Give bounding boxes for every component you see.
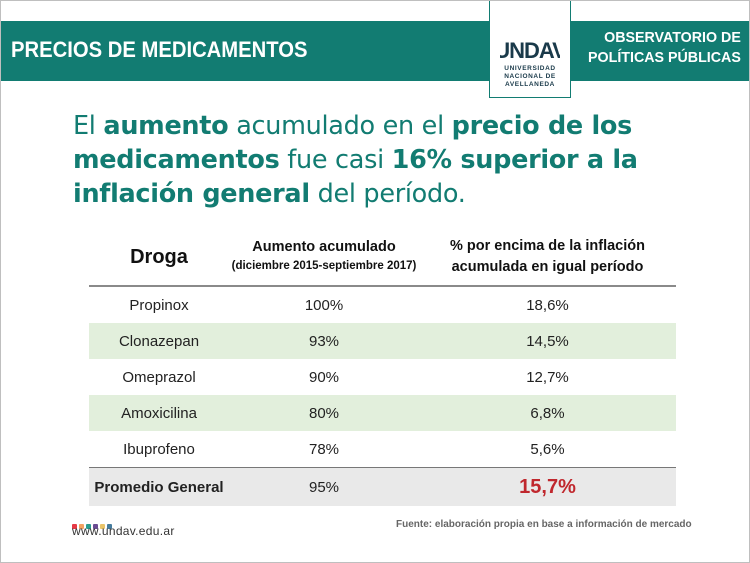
cell-pct: 5,6% [530, 440, 565, 458]
source-note: Fuente: elaboración propia en base a inf… [396, 519, 692, 530]
observatorio-line-2: POLÍTICAS PÚBLICAS [588, 49, 741, 66]
headline: El aumento acumulado en el precio de los… [73, 109, 693, 211]
cell-total-label: Promedio General [89, 467, 229, 506]
undav-logo-mark: UNDAV [500, 39, 560, 61]
cell-aumento: 93% [229, 323, 419, 359]
table-row: Amoxicilina 80% 6,8% [89, 395, 676, 431]
column-header-droga: Droga [89, 229, 229, 287]
brand-dot [93, 524, 98, 529]
cell-droga: Ibuprofeno [123, 440, 195, 458]
undav-logo: UNDAV UNIVERSIDAD NACIONAL DE AVELLANEDA [489, 1, 571, 98]
headline-text: acumulado en el [228, 111, 452, 141]
page-title: PRECIOS DE MEDICAMENTOS [11, 37, 308, 62]
brand-dots [72, 516, 114, 529]
column-header-pct: % por encima de la inflación acumulada e… [419, 229, 676, 287]
logo-line-1: UNIVERSIDAD [504, 65, 556, 72]
table-row: Clonazepan 93% 14,5% [89, 323, 676, 359]
table-header-row: Droga Aumento acumulado (diciembre 2015-… [89, 229, 676, 287]
cell-droga: Propinox [129, 296, 189, 314]
brand-dot [86, 524, 91, 529]
drug-price-table: Droga Aumento acumulado (diciembre 2015-… [89, 229, 676, 506]
cell-pct: 14,5% [419, 323, 676, 359]
cell-droga: Omeprazol [122, 368, 196, 386]
cell-droga: Amoxicilina [89, 395, 229, 431]
cell-total-pct: 15,7% [419, 467, 676, 506]
logo-line-2: NACIONAL DE [504, 73, 556, 80]
logo-mark-text: UNDAV [500, 39, 560, 61]
logo-line-3: AVELLANEDA [505, 81, 555, 88]
footer-url: www.undav.edu.ar [72, 524, 175, 538]
cell-aumento: 90% [308, 368, 340, 386]
table-row: Ibuprofeno 78% 5,6% [89, 431, 676, 468]
column-header-pct-line2: acumulada en igual período [451, 259, 644, 275]
brand-dot [107, 524, 112, 529]
table-row: Omeprazol 90% 12,7% [89, 359, 676, 395]
brand-dot [79, 524, 84, 529]
header-bar [1, 21, 749, 81]
observatorio-label: OBSERVATORIO DE POLÍTICAS PÚBLICAS [588, 28, 741, 68]
cell-droga: Clonazepan [89, 323, 229, 359]
column-header-aumento-title: Aumento acumulado [252, 239, 396, 255]
headline-text: El [73, 111, 104, 141]
table-total-row: Promedio General 95% 15,7% [89, 467, 676, 506]
headline-text: del período. [309, 179, 466, 209]
cell-aumento: 78% [308, 440, 340, 458]
headline-text: fue casi [279, 145, 392, 175]
table-row: Propinox 100% 18,6% [89, 286, 676, 323]
column-header-pct-line1: % por encima de la inflación [450, 238, 645, 254]
headline-bold: 16% superior a la inflación general [73, 145, 638, 209]
cell-aumento: 80% [229, 395, 419, 431]
headline-bold: aumento [103, 111, 229, 141]
cell-pct: 12,7% [526, 368, 569, 386]
brand-dot [72, 524, 77, 529]
column-header-aumento: Aumento acumulado (diciembre 2015-septie… [229, 229, 419, 287]
cell-aumento: 100% [304, 296, 344, 314]
brand-dot [100, 524, 105, 529]
cell-total-aumento: 95% [229, 467, 419, 506]
total-pct-highlight: 15,7% [519, 475, 576, 498]
column-header-aumento-period: (diciembre 2015-septiembre 2017) [231, 260, 417, 272]
headline-bold: precio de los medicamentos [73, 111, 633, 175]
cell-pct: 18,6% [526, 296, 569, 314]
observatorio-line-1: OBSERVATORIO DE [604, 29, 741, 46]
cell-pct: 6,8% [419, 395, 676, 431]
